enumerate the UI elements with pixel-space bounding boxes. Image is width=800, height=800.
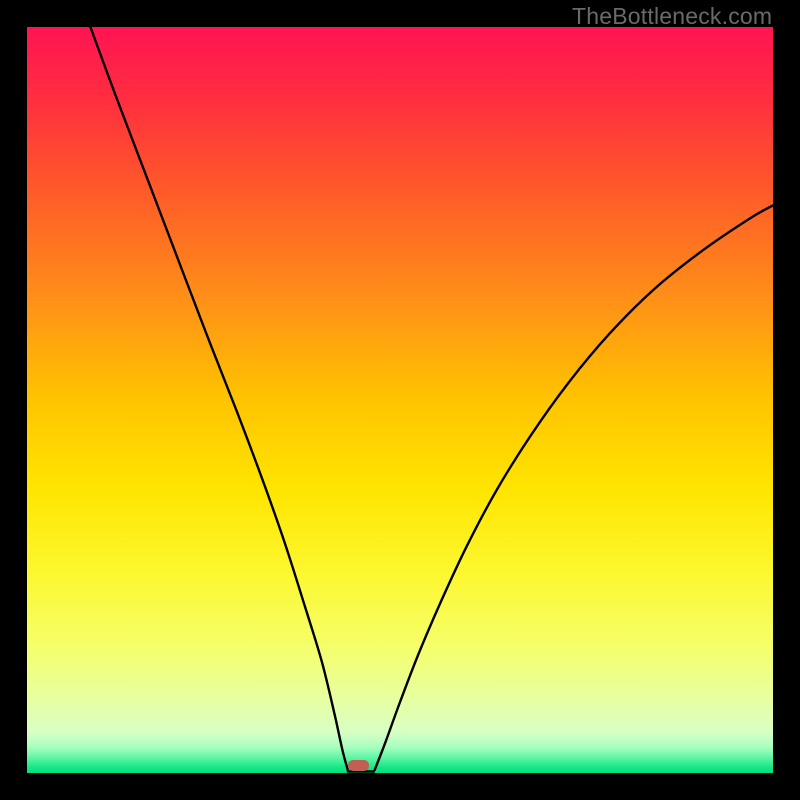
plot-area	[27, 27, 773, 773]
bottleneck-curve	[27, 27, 773, 773]
optimum-marker	[348, 760, 369, 771]
watermark-text: TheBottleneck.com	[572, 3, 772, 30]
